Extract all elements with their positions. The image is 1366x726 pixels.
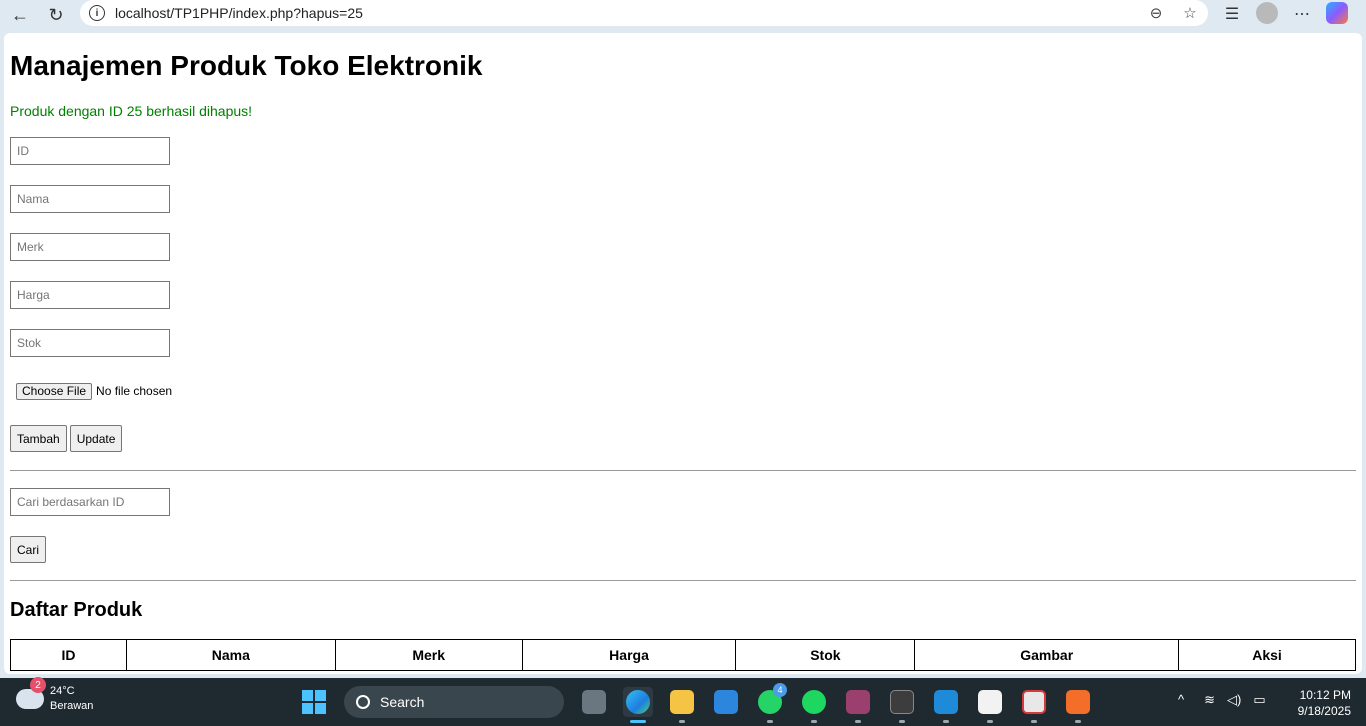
success-message: Produk dengan ID 25 berhasil dihapus! [10, 103, 253, 119]
running-indicator [987, 720, 993, 723]
running-indicator [811, 720, 817, 723]
clock[interactable]: 10:12 PM 9/18/2025 [1298, 687, 1351, 719]
search-id-input[interactable] [10, 488, 170, 516]
zoom-icon[interactable]: ⊖ [1149, 5, 1163, 22]
store-app[interactable] [711, 687, 741, 717]
address-bar[interactable]: i localhost/TP1PHP/index.php?hapus=25 ⊖ … [80, 0, 1208, 26]
chevron-up-icon[interactable]: ^ [1178, 692, 1185, 707]
winrar-app[interactable] [843, 687, 873, 723]
search-form: Cari [10, 488, 1356, 563]
header-id: ID [10, 639, 127, 671]
stok-input[interactable] [10, 329, 170, 357]
volume-icon[interactable]: ◁) [1227, 692, 1242, 707]
header-aksi: Aksi [1178, 639, 1356, 671]
snipping-icon [1022, 690, 1046, 714]
taskbar-search[interactable]: Search [344, 686, 564, 718]
page-title: Manajemen Produk Toko Elektronik [10, 50, 483, 81]
copilot-icon[interactable] [1326, 2, 1348, 24]
list-title: Daftar Produk [10, 599, 143, 621]
whatsapp-badge: 4 [773, 683, 787, 697]
task-view-icon [582, 690, 606, 714]
running-indicator [899, 720, 905, 723]
header-nama: Nama [125, 639, 336, 671]
favorites-icon[interactable]: ☰ [1224, 6, 1240, 23]
capcut-icon [978, 690, 1002, 714]
running-indicator [943, 720, 949, 723]
capcut-app[interactable] [975, 687, 1005, 723]
address-url[interactable]: localhost/TP1PHP/index.php?hapus=25 [115, 5, 363, 21]
start-button[interactable] [299, 687, 329, 717]
header-harga: Harga [521, 639, 737, 671]
snipping-app[interactable] [1019, 687, 1049, 723]
running-indicator [767, 720, 773, 723]
header-gambar: Gambar [914, 639, 1180, 671]
site-info-icon[interactable]: i [89, 5, 105, 21]
xampp-app[interactable] [1063, 687, 1093, 723]
terminal-icon [890, 690, 914, 714]
task-view-button[interactable] [579, 687, 609, 717]
search-icon [356, 695, 370, 709]
divider [10, 580, 1356, 581]
xampp-icon [1066, 690, 1090, 714]
header-merk: Merk [334, 639, 523, 671]
update-button[interactable]: Update [69, 425, 123, 452]
back-icon[interactable]: ← [11, 4, 29, 25]
running-indicator [855, 720, 861, 723]
profile-avatar-icon[interactable] [1256, 2, 1278, 24]
battery-icon[interactable]: ▭ [1253, 692, 1266, 707]
id-input[interactable] [10, 137, 170, 165]
folder-icon [670, 690, 694, 714]
choose-file-button[interactable]: Choose File [16, 382, 93, 400]
spotify-icon [802, 690, 826, 714]
running-indicator [679, 720, 685, 723]
vscode-app[interactable] [931, 687, 961, 723]
active-indicator [630, 720, 646, 723]
terminal-app[interactable] [887, 687, 917, 723]
product-table: ID Nama Merk Harga Stok Gambar Aksi [10, 639, 1356, 671]
product-form: Choose File No file chosen Tambah Update [10, 137, 1356, 452]
store-icon [714, 690, 738, 714]
weather-widget[interactable]: 2 24°C Berawan [16, 677, 94, 714]
weather-temp: 24°C [50, 685, 75, 697]
file-input: Choose File No file chosen [16, 382, 1356, 400]
running-indicator [1075, 720, 1081, 723]
weather-badge: 2 [30, 677, 46, 693]
tambah-button[interactable]: Tambah [10, 425, 67, 452]
harga-input[interactable] [10, 281, 170, 309]
explorer-app[interactable] [667, 687, 697, 723]
table-header-row: ID Nama Merk Harga Stok Gambar Aksi [10, 639, 1356, 671]
divider [10, 470, 1356, 471]
cloud-icon: 2 [16, 677, 46, 709]
windows-icon [302, 690, 326, 714]
edge-icon [626, 690, 650, 714]
vscode-icon [934, 690, 958, 714]
browser-toolbar: ← ↻ i localhost/TP1PHP/index.php?hapus=2… [0, 0, 1366, 30]
system-tray: ^ ≋ ◁) ▭ [1178, 692, 1266, 708]
wifi-icon[interactable]: ≋ [1204, 692, 1216, 707]
search-label: Search [380, 694, 425, 710]
cari-button[interactable]: Cari [10, 536, 47, 563]
whatsapp-app[interactable]: 4 [755, 683, 787, 723]
header-stok: Stok [735, 639, 916, 671]
edge-app[interactable] [623, 687, 653, 723]
file-status: No file chosen [96, 384, 173, 398]
weather-desc: Berawan [50, 700, 94, 712]
winrar-icon [846, 690, 870, 714]
taskbar: 2 24°C Berawan Search 4 ^ ≋ ◁) ▭ [0, 677, 1366, 726]
more-icon[interactable]: ⋯ [1294, 6, 1310, 23]
reload-icon[interactable]: ↻ [48, 4, 64, 25]
clock-date: 9/18/2025 [1297, 704, 1351, 718]
running-indicator [1031, 720, 1037, 723]
favorite-star-icon[interactable]: ☆ [1183, 5, 1197, 22]
nama-input[interactable] [10, 185, 170, 213]
page-viewport: Manajemen Produk Toko Elektronik Produk … [4, 33, 1362, 674]
clock-time: 10:12 PM [1299, 688, 1351, 702]
merk-input[interactable] [10, 233, 170, 261]
spotify-app[interactable] [799, 687, 829, 723]
